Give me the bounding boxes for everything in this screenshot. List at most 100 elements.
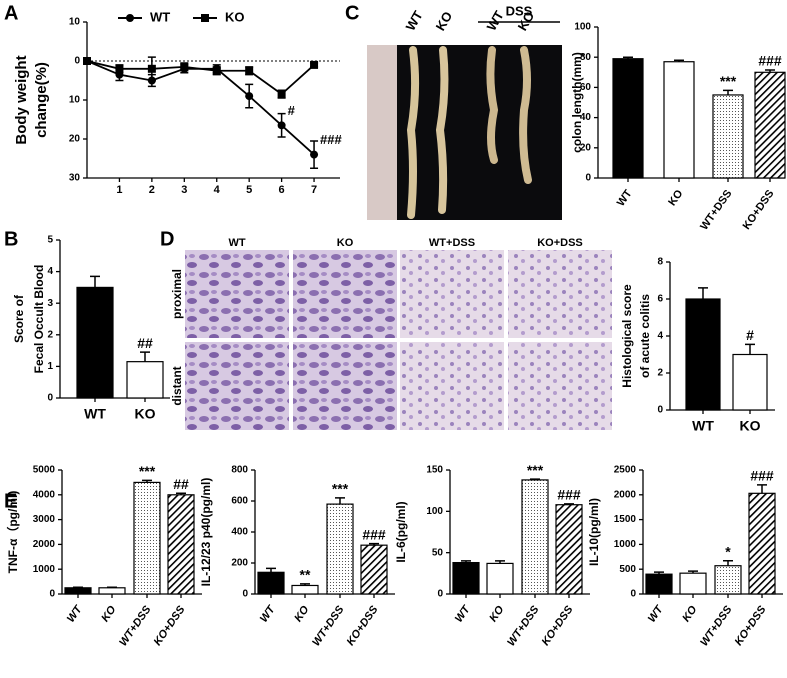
histology-image	[508, 250, 612, 338]
bar	[133, 481, 161, 595]
photo-label: KO	[433, 9, 456, 33]
x-tick-label: WT	[692, 418, 714, 434]
annotation: ***	[139, 463, 156, 479]
y-axis-label: IL-10(pg/ml)	[587, 498, 601, 566]
y-tick-label: 4000	[33, 489, 56, 500]
x-tick-label: KO	[99, 603, 119, 624]
panel-letter: C	[345, 2, 359, 24]
annotation: ***	[720, 73, 737, 89]
bar	[714, 565, 742, 595]
histology-column: KO	[337, 237, 354, 249]
bar	[64, 587, 92, 595]
y-tick-label: 20	[69, 134, 81, 145]
y-tick-label: 0	[74, 56, 80, 67]
chart: 0 1000 2000 3000 4000 5000 TNF-α（pg/ml) WT KOWT+…	[5, 463, 202, 648]
bar	[452, 561, 480, 595]
annotation: **	[300, 567, 311, 583]
bar	[748, 492, 776, 595]
annotation: ###	[362, 526, 386, 542]
y-axis-label: Fecal Occult Blood	[32, 265, 46, 374]
x-tick-label: KO	[487, 603, 507, 624]
marker	[115, 64, 124, 73]
y-tick-label: 100	[574, 22, 591, 33]
annotation: ##	[173, 476, 189, 492]
y-axis-label: IL-6(pg/ml)	[394, 501, 408, 562]
y-tick-label: 1	[47, 361, 53, 372]
annotation: ###	[320, 132, 342, 147]
marker	[147, 64, 156, 73]
x-tick-label: KO	[135, 406, 156, 422]
x-tick-label: WT+DSS	[698, 188, 734, 233]
y-tick-label: 2	[657, 368, 663, 379]
marker	[180, 62, 189, 71]
histology-column: WT	[228, 237, 245, 249]
y-tick-label: 100	[426, 506, 443, 517]
annotation: ###	[758, 53, 782, 69]
x-tick-label: 1	[116, 184, 122, 196]
y-tick-label: 4	[657, 331, 663, 342]
error-bar	[723, 89, 733, 95]
y-tick-label: 0	[242, 589, 248, 600]
y-tick-label: 0	[47, 393, 53, 404]
y-tick-label: 10	[69, 17, 81, 28]
y-tick-label: 10	[69, 95, 81, 106]
annotation: ##	[137, 335, 153, 351]
x-tick-label: KO+DSS	[733, 603, 769, 648]
x-tick-label: KO+DSS	[345, 603, 381, 648]
bar	[521, 479, 549, 595]
bar	[663, 61, 695, 179]
y-axis-label: Histological score	[620, 284, 634, 388]
y-tick-label: 3	[47, 298, 53, 309]
annotation: ###	[557, 487, 581, 503]
y-axis-label: colon length(mm)	[570, 52, 584, 153]
y-axis-label: change(%)	[33, 62, 50, 138]
y-tick-label: 400	[231, 527, 248, 538]
histology-row: distant	[170, 366, 184, 405]
photo-label: WT	[403, 8, 426, 33]
error-bar	[698, 287, 708, 299]
y-tick-label: 2	[47, 329, 53, 340]
bar	[126, 361, 164, 399]
x-tick-label: 7	[311, 184, 317, 196]
chart: 0 500 1000 1500 2000 2500 IL-10(pg/ml) WT KOWT+D…	[587, 465, 783, 648]
marker	[277, 121, 286, 130]
line	[86, 60, 315, 96]
x-tick-label: 4	[214, 184, 221, 196]
marker	[126, 14, 134, 22]
x-tick-label: 5	[246, 184, 252, 196]
y-axis-label: Score of	[12, 294, 26, 343]
y-tick-label: 0	[437, 589, 443, 600]
error-bar	[140, 351, 150, 362]
annotation: ***	[527, 462, 544, 478]
histology-image	[508, 342, 612, 430]
y-tick-label: 0	[49, 589, 55, 600]
annotation: ###	[750, 468, 774, 484]
bar	[291, 584, 319, 595]
histology-image	[400, 342, 504, 430]
x-tick-label: KO	[292, 603, 312, 624]
marker	[277, 90, 286, 99]
histology-image	[293, 250, 397, 338]
error-bar	[335, 497, 345, 505]
y-tick-label: 2000	[614, 489, 637, 500]
chart: 0 20 40 60 80 100 colon length(mm) WT KO WT+DSS **…	[570, 22, 786, 233]
x-tick-label: WT	[258, 603, 278, 625]
x-tick-label: KO	[680, 603, 700, 624]
bar	[732, 353, 768, 411]
legend-label: KO	[225, 9, 245, 24]
y-tick-label: 2000	[33, 539, 56, 550]
histology-image	[185, 250, 289, 338]
y-tick-label: 4	[47, 266, 53, 277]
y-tick-label: 30	[69, 173, 81, 184]
bar	[712, 94, 744, 179]
y-tick-label: 1000	[614, 539, 637, 550]
chart: 0 2 4 6 8 Histological score of acute colitis W…	[620, 257, 775, 434]
annotation: *	[725, 543, 731, 559]
x-tick-label: WT+DSS	[698, 603, 735, 648]
photo	[367, 21, 562, 220]
bar	[486, 562, 514, 595]
bar	[555, 504, 583, 595]
y-tick-label: 2500	[614, 465, 637, 476]
x-tick-label: WT+DSS	[117, 603, 154, 648]
bar	[76, 286, 114, 399]
